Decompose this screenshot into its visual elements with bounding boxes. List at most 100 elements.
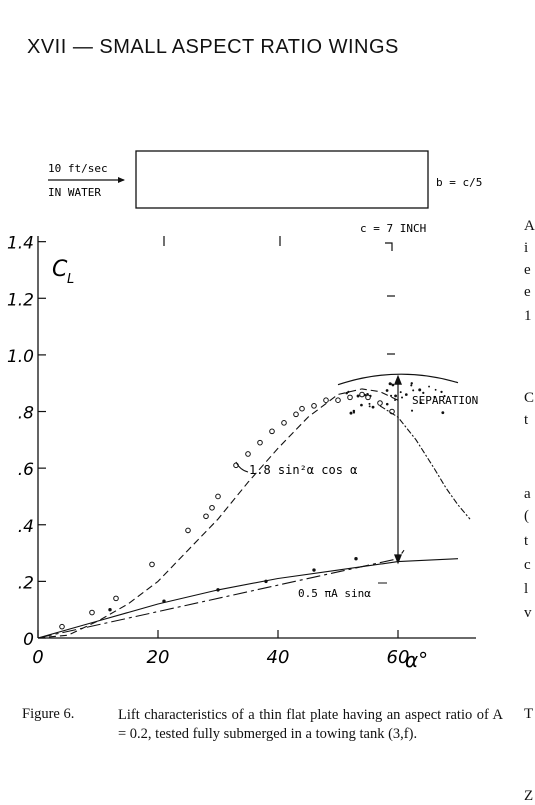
axes: 0 .2 .4 .6 .8 1.0 1.2 1.4 0 20 40 60 C L α° [7, 234, 476, 672]
separation-dot [394, 394, 397, 398]
y-axis-label-subscript: L [67, 272, 74, 287]
separation-dot [443, 395, 446, 398]
edge-text-fragment: l [524, 581, 529, 597]
data-point-open [299, 405, 305, 412]
separation-dot [385, 402, 389, 406]
y-tick-label: 1.4 [7, 234, 34, 254]
data-point-open [335, 397, 341, 403]
edge-text-fragment: v [524, 605, 532, 621]
edge-text-fragment: c [524, 557, 531, 573]
annotations: 1.8 sin²α cos α 0.5 πA sinα SEPARATION [235, 394, 478, 600]
edge-text-fragment: Z [524, 788, 534, 804]
separation-dot [410, 382, 413, 385]
series-curve-dashed [37, 388, 399, 639]
data-point-open [347, 394, 353, 401]
data-point-open [245, 451, 251, 457]
x-tick-label: 60 [387, 647, 410, 668]
edge-text-fragment: t [524, 533, 529, 549]
separation-dot [418, 388, 422, 392]
separation-dot [401, 396, 404, 399]
separation-dot [388, 382, 392, 386]
data-point-open [311, 403, 317, 409]
y-tick-label: .2 [18, 573, 34, 593]
data-point-open [203, 513, 209, 520]
x-tick-label: 40 [267, 647, 290, 668]
edge-text-fragment: t [524, 412, 529, 428]
y-tick-label: 1.2 [7, 290, 34, 310]
separation-dot [410, 409, 414, 412]
edge-text-fragment: A [524, 218, 535, 234]
separation-dot [390, 394, 393, 397]
separation-dot [419, 401, 422, 405]
separation-dot [404, 393, 408, 396]
data-series [37, 388, 471, 639]
y-ticks: 0 .2 .4 .6 .8 1.0 1.2 1.4 [7, 234, 46, 650]
separation-dot [399, 391, 402, 394]
edge-text-fragment: C [524, 390, 535, 406]
chapter-title: XVII — SMALL ASPECT RATIO WINGS [27, 36, 399, 58]
data-point-open [209, 504, 215, 511]
separation-dot [441, 411, 445, 415]
edge-text-fragment: ( [524, 508, 529, 524]
y-tick-label: 0 [23, 630, 34, 650]
flow-label-2: IN WATER [48, 186, 101, 199]
data-point-open [269, 428, 275, 435]
flow-label-1: 10 ft/sec [48, 162, 108, 175]
chord-bracket [385, 242, 393, 251]
series-wavy-decline [379, 405, 471, 520]
arrow-head-down [394, 554, 402, 565]
y-tick-label: .6 [18, 460, 34, 480]
separation-dot [434, 388, 437, 391]
separation-dot [412, 389, 415, 392]
y-tick-label: 1.0 [7, 347, 34, 367]
separation-label: SEPARATION [412, 394, 478, 407]
data-point-open [89, 609, 95, 616]
separation-dot [368, 402, 371, 405]
separation-dot [345, 391, 348, 395]
series-curve-solid [37, 558, 459, 639]
data-point-open [215, 493, 221, 500]
data-point-open [149, 561, 155, 568]
separation-boundary [337, 373, 459, 386]
edge-text-fragment: i [524, 240, 529, 256]
separation-dot [440, 390, 443, 394]
y-axis-label: C [52, 257, 68, 282]
separation-dot [391, 383, 395, 387]
data-point-open [185, 527, 191, 534]
plate-outline [135, 150, 429, 209]
data-point-open [257, 439, 263, 446]
data-point-filled [354, 557, 358, 561]
separation-dot [352, 409, 356, 413]
chord-label: c = 7 INCH [360, 222, 426, 235]
arrow-head-up [394, 374, 402, 385]
separation-dot [422, 391, 425, 394]
x-ticks: 0 20 40 60 [32, 630, 409, 668]
data-point-open [365, 394, 371, 401]
edge-text-fragment: T [524, 706, 534, 722]
data-point-open [113, 595, 119, 602]
separation-dot [428, 385, 430, 388]
edge-text-fragment: 1 [524, 308, 532, 324]
separation-dot [385, 389, 389, 392]
separation-dot [360, 403, 363, 407]
edge-text-fragment: a [524, 486, 531, 502]
x-tick-label: 20 [147, 647, 170, 668]
separation-dot [347, 390, 350, 393]
data-point-open [359, 391, 365, 398]
linear-term-label: 0.5 πA sinα [298, 587, 371, 600]
x-axis-label: α° [405, 648, 428, 672]
separation-dot [352, 411, 356, 414]
span-label: b = c/5 [436, 176, 482, 189]
separation-dot [368, 405, 371, 408]
separation-dot [356, 394, 360, 398]
figure-caption-text: Lift characteristics of a thin flat plat… [118, 707, 503, 742]
data-point-open [377, 400, 383, 406]
data-point-open [293, 411, 299, 418]
figure-caption-label: Figure 6. [22, 706, 75, 722]
delta-arrow [394, 374, 402, 565]
separation-dot [349, 411, 353, 415]
separation-dot [433, 395, 436, 398]
guide-dashes [387, 295, 395, 355]
separation-band [337, 373, 459, 415]
data-point-open [323, 397, 329, 403]
